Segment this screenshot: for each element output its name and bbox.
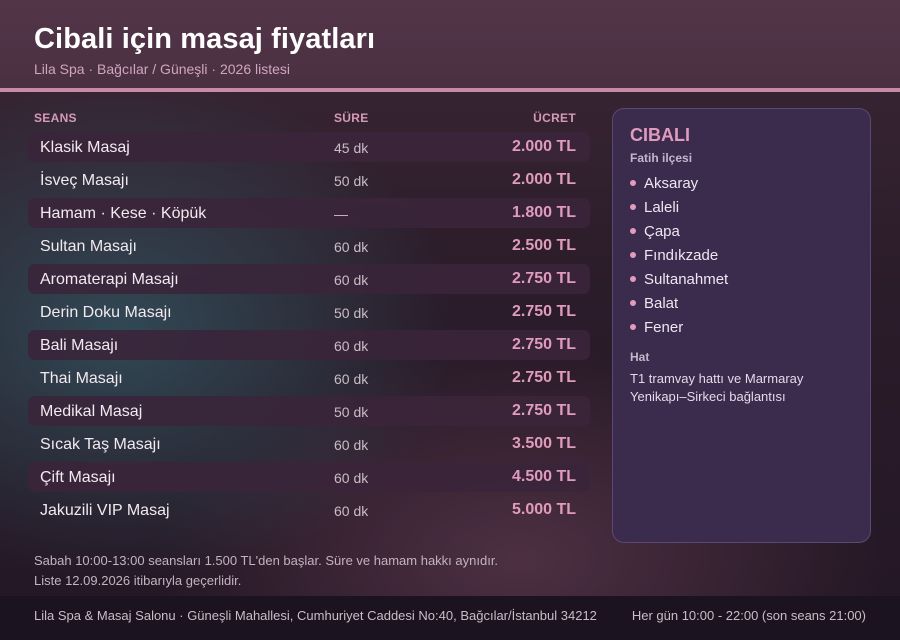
service-price: 2.750 TL xyxy=(511,402,576,419)
service-name: Klasik Masaj xyxy=(40,139,130,156)
table-row: İsveç Masajı 50 dk 2.000 TL xyxy=(28,165,590,195)
table-row: Bali Masajı 60 dk 2.750 TL xyxy=(28,330,590,360)
service-name: Sıcak Taş Masajı xyxy=(40,436,161,453)
table-row: Aromaterapi Masajı 60 dk 2.750 TL xyxy=(28,264,590,294)
service-name: Jakuzili VIP Masaj xyxy=(40,502,170,519)
price-notes: Sabah 10:00-13:00 seansları 1.500 TL'den… xyxy=(34,551,498,591)
service-price: 3.500 TL xyxy=(511,435,576,452)
table-row: Derin Doku Masajı 50 dk 2.750 TL xyxy=(28,297,590,327)
table-row: Çift Masajı 60 dk 4.500 TL xyxy=(28,462,590,492)
service-name: Sultan Masajı xyxy=(40,238,137,255)
place-name: Balat xyxy=(644,294,679,312)
price-table: Klasik Masaj 45 dk 2.000 TL İsveç Masajı 50 … xyxy=(28,132,590,528)
location-panel: CIBALI Fatih ilçesi Aksaray Laleli Çapa Fın… xyxy=(612,108,871,543)
list-item: Sultanahmet xyxy=(630,267,728,291)
service-duration: 60 dk xyxy=(334,437,369,453)
dot-bullet-icon xyxy=(630,324,636,330)
service-price: 5.000 TL xyxy=(511,501,576,518)
list-item: Fındıkzade xyxy=(630,243,728,267)
service-duration: 60 dk xyxy=(334,503,369,519)
list-item: Çapa xyxy=(630,219,728,243)
service-price: 4.500 TL xyxy=(511,468,576,485)
table-row: Sultan Masajı 60 dk 2.500 TL xyxy=(28,231,590,261)
location-district: Fatih ilçesi xyxy=(630,151,693,165)
page-title: Cibali için masaj fiyatları xyxy=(34,23,376,55)
list-item: Aksaray xyxy=(630,171,728,195)
service-price: 2.750 TL xyxy=(511,369,576,386)
service-duration: 60 dk xyxy=(334,272,369,288)
service-duration: — xyxy=(334,206,348,222)
service-price: 1.800 TL xyxy=(511,204,576,221)
column-header-session: SEANS xyxy=(34,111,77,125)
note-validity-date: Liste 12.09.2026 itibarıyla geçerlidir. xyxy=(34,573,242,588)
service-name: Aromaterapi Masajı xyxy=(40,271,179,288)
service-duration: 50 dk xyxy=(334,305,369,321)
page-header: Cibali için masaj fiyatları Lila Spa · B… xyxy=(0,0,900,92)
footer-hours: Her gün 10:00 - 22:00 (son seans 21:00) xyxy=(631,608,866,623)
service-name: İsveç Masajı xyxy=(40,172,129,189)
service-name: Hamam · Kese · Köpük xyxy=(40,205,207,222)
service-duration: 50 dk xyxy=(334,173,369,189)
service-name: Medikal Masaj xyxy=(40,403,143,420)
column-header-duration: SÜRE xyxy=(334,111,369,125)
service-name: Çift Masajı xyxy=(40,469,116,486)
service-duration: 60 dk xyxy=(334,239,369,255)
service-price: 2.500 TL xyxy=(511,237,576,254)
place-name: Laleli xyxy=(644,198,680,216)
service-price: 2.750 TL xyxy=(511,270,576,287)
table-row: Sıcak Taş Masajı 60 dk 3.500 TL xyxy=(28,429,590,459)
service-price: 2.750 TL xyxy=(511,336,576,353)
service-name: Thai Masajı xyxy=(40,370,123,387)
column-header-price: ÜCRET xyxy=(533,111,576,125)
dot-bullet-icon xyxy=(630,180,636,186)
table-row: Thai Masajı 60 dk 2.750 TL xyxy=(28,363,590,393)
place-name: Sultanahmet xyxy=(644,270,729,288)
table-row: Hamam · Kese · Köpük — 1.800 TL xyxy=(28,198,590,228)
dot-bullet-icon xyxy=(630,204,636,210)
nearby-places-list: Aksaray Laleli Çapa Fındıkzade Sultanahmet Ba… xyxy=(630,171,728,339)
dot-bullet-icon xyxy=(630,300,636,306)
dot-bullet-icon xyxy=(630,276,636,282)
transit-label: Hat xyxy=(630,350,650,364)
place-name: Aksaray xyxy=(644,174,699,192)
service-duration: 60 dk xyxy=(334,371,369,387)
service-duration: 60 dk xyxy=(334,338,369,354)
footer-address: Lila Spa & Masaj Salonu · Güneşli Mahall… xyxy=(34,608,597,623)
location-title: CIBALI xyxy=(630,125,690,145)
service-name: Derin Doku Masajı xyxy=(40,304,172,321)
service-duration: 50 dk xyxy=(334,404,369,420)
list-item: Laleli xyxy=(630,195,728,219)
service-name: Bali Masajı xyxy=(40,337,119,354)
service-price: 2.000 TL xyxy=(511,171,576,188)
note-morning-discount: Sabah 10:00-13:00 seansları 1.500 TL'den… xyxy=(34,553,499,568)
table-row: Jakuzili VIP Masaj 60 dk 5.000 TL xyxy=(28,495,590,525)
service-duration: 45 dk xyxy=(334,140,369,156)
page-subtitle: Lila Spa · Bağcılar / Güneşli · 2026 lis… xyxy=(34,61,291,77)
place-name: Çapa xyxy=(644,222,680,240)
service-duration: 60 dk xyxy=(334,470,369,486)
place-name: Fındıkzade xyxy=(644,246,719,264)
dot-bullet-icon xyxy=(630,252,636,258)
service-price: 2.750 TL xyxy=(511,303,576,320)
table-row: Klasik Masaj 45 dk 2.000 TL xyxy=(28,132,590,162)
table-row: Medikal Masaj 50 dk 2.750 TL xyxy=(28,396,590,426)
list-item: Balat xyxy=(630,291,728,315)
place-name: Fener xyxy=(644,318,684,336)
transit-description: T1 tramvay hattı ve Marmaray Yenikapı–Si… xyxy=(630,371,804,404)
page-footer: Lila Spa & Masaj Salonu · Güneşli Mahall… xyxy=(0,596,900,640)
service-price: 2.000 TL xyxy=(511,138,576,155)
list-item: Fener xyxy=(630,315,728,339)
dot-bullet-icon xyxy=(630,228,636,234)
